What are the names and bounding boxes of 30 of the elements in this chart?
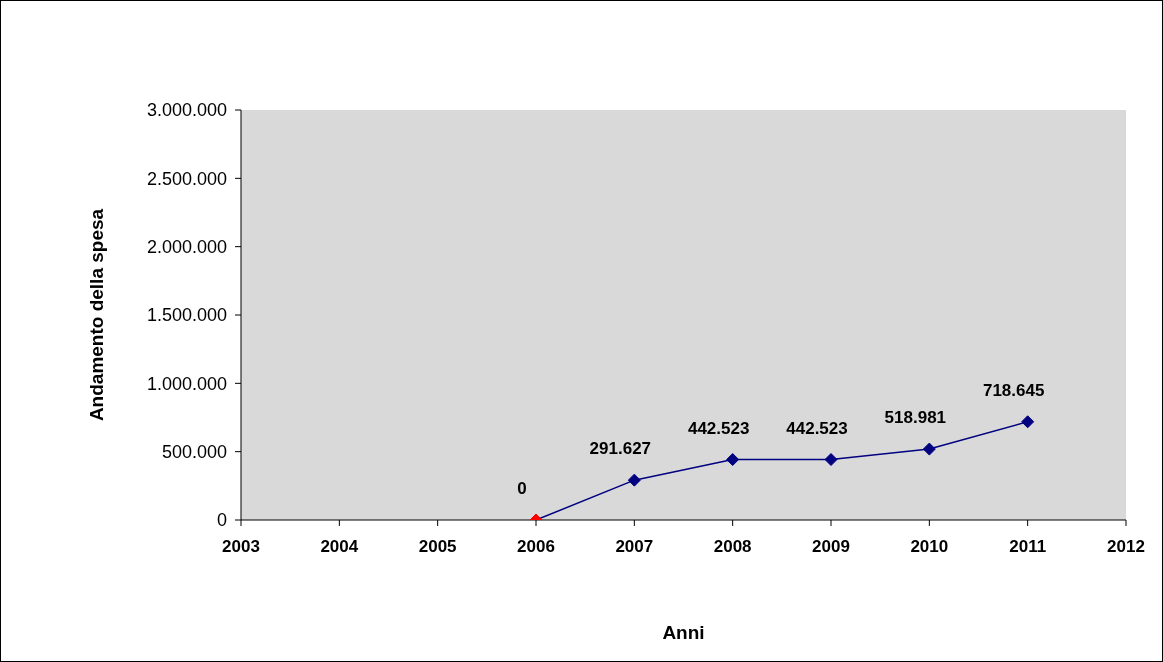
y-tick-label: 1.000.000 (146, 373, 227, 394)
y-axis-title: Andamento della spesa (85, 208, 107, 422)
data-label: 518.981 (884, 408, 947, 428)
y-tick-label: 1.500.000 (146, 305, 227, 326)
y-tick-label: 2.000.000 (146, 237, 227, 258)
data-label: 0 (517, 479, 527, 498)
x-tick-label: 2008 (713, 537, 752, 557)
y-tick-label: 500.000 (161, 442, 227, 463)
x-tick-label: 2005 (418, 537, 457, 557)
data-label: 442.523 (786, 418, 848, 438)
data-label: 718.645 (982, 380, 1045, 400)
y-tick-label: 2.500.000 (146, 168, 227, 189)
x-tick-label: 2010 (910, 537, 949, 557)
point (824, 453, 838, 467)
x-tick-label: 2012 (1107, 537, 1145, 557)
y-tick-label: 0 (216, 510, 227, 531)
data-label: 442.523 (687, 418, 750, 438)
data-label: 291.627 (589, 439, 652, 459)
x-tick-label: 2009 (812, 537, 850, 557)
x-tick-label: 2007 (615, 537, 654, 557)
x-tick-label: 2011 (1009, 537, 1047, 557)
point (922, 442, 936, 456)
point (1021, 415, 1035, 429)
point (627, 473, 641, 487)
y-tick-label: 3.000.000 (146, 100, 227, 121)
x-axis-title: Anni (662, 622, 705, 643)
x-tick-label: 2004 (320, 537, 359, 557)
point (726, 453, 740, 467)
x-tick-label: 2003 (222, 537, 260, 557)
x-tick-label: 2006 (517, 537, 555, 557)
